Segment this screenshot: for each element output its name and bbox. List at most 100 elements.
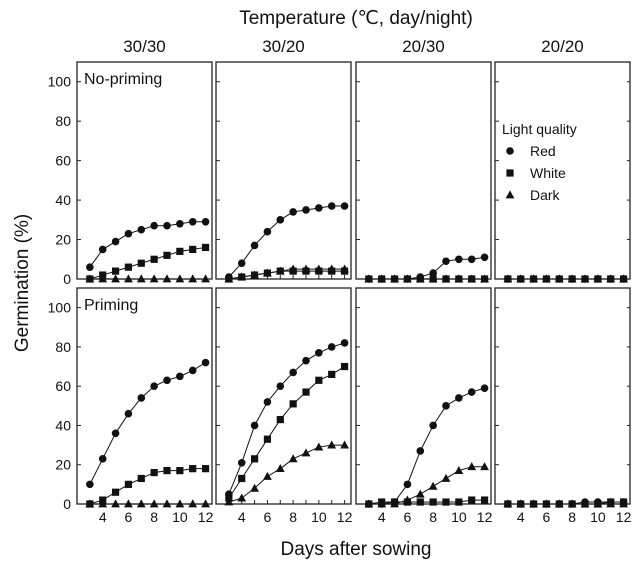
point-red — [111, 237, 120, 246]
point-red — [263, 398, 272, 406]
series-line-white — [89, 468, 206, 505]
point-white — [124, 480, 133, 488]
x-tick-label: 10 — [590, 509, 606, 525]
point-red — [467, 255, 476, 264]
point-white — [99, 271, 107, 279]
point-white — [163, 251, 171, 259]
point-white — [429, 498, 437, 506]
legend-marker-white — [506, 169, 514, 177]
point-red — [98, 245, 107, 254]
column-headers: 30/30 30/20 20/30 20/20 — [123, 37, 584, 56]
point-white — [137, 259, 145, 267]
point-white — [86, 500, 94, 508]
x-tick-label: 8 — [150, 509, 158, 525]
point-dark — [149, 499, 159, 508]
x-tick-label: 6 — [264, 509, 272, 525]
point-red — [315, 349, 323, 357]
point-white — [189, 245, 197, 254]
point-white — [416, 498, 424, 506]
point-red — [504, 500, 512, 508]
point-white — [176, 467, 184, 475]
panel-priming-20-30: 4 6 8 10 12 — [355, 287, 493, 525]
point-red — [529, 500, 538, 508]
series-line-red — [228, 342, 345, 495]
point-white — [263, 435, 272, 443]
point-dark — [428, 481, 438, 490]
point-red — [377, 500, 386, 508]
point-white — [468, 275, 476, 283]
point-red — [568, 275, 576, 283]
x-tick-label: 10 — [451, 509, 467, 525]
point-red — [188, 366, 197, 375]
point-white — [137, 474, 145, 483]
point-white — [480, 275, 489, 283]
point-red — [480, 384, 489, 392]
y-tick-label: 80 — [55, 113, 71, 129]
point-white — [201, 243, 210, 252]
x-tick-label: 12 — [337, 509, 353, 525]
point-red — [581, 275, 589, 283]
point-red — [225, 273, 233, 281]
point-white — [455, 498, 463, 506]
x-tick-label: 10 — [311, 509, 327, 525]
point-dark — [480, 462, 489, 471]
point-white — [315, 376, 323, 384]
point-red — [455, 394, 463, 402]
point-white — [225, 494, 233, 502]
point-red — [124, 409, 133, 418]
x-tick-label: 12 — [477, 509, 493, 525]
point-red — [416, 447, 425, 455]
panel-no-priming-20-20 — [494, 61, 631, 283]
point-dark — [288, 454, 298, 463]
point-red — [188, 217, 197, 226]
point-red — [542, 275, 551, 283]
point-red — [276, 216, 285, 224]
point-red — [365, 275, 373, 283]
series-line-red — [89, 362, 206, 485]
point-white — [340, 267, 349, 275]
x-tick-label: 4 — [238, 509, 246, 525]
y-tick-label: 20 — [55, 457, 71, 473]
panel-frame — [355, 61, 492, 280]
point-dark — [136, 499, 146, 508]
point-red — [568, 500, 576, 508]
point-white — [480, 496, 489, 504]
point-dark — [124, 274, 133, 283]
point-red — [390, 275, 399, 283]
series-line-red — [368, 387, 485, 505]
point-dark — [301, 448, 311, 457]
point-white — [328, 267, 336, 275]
point-red — [377, 275, 386, 283]
point-red — [429, 269, 437, 277]
point-white — [442, 498, 450, 506]
point-red — [137, 394, 146, 402]
x-tick-label: 4 — [378, 509, 386, 525]
point-white — [86, 275, 94, 283]
point-red — [390, 498, 399, 506]
panel-no-priming-30-30: 0 20 40 60 80 100 No-priming — [48, 61, 213, 287]
point-white — [455, 275, 463, 283]
panels: 0 20 40 60 80 100 No-priming 0 20 40 60 80 100 4 6 8 10 1… — [48, 61, 632, 525]
panel-frame — [215, 287, 352, 505]
point-red — [340, 339, 349, 347]
point-red — [250, 421, 259, 430]
point-red — [86, 263, 94, 271]
point-red — [150, 221, 158, 230]
point-red — [365, 500, 373, 508]
point-red — [263, 227, 272, 236]
y-tick-label: 100 — [48, 74, 72, 90]
panel-no-priming-30-20 — [215, 61, 352, 283]
point-white — [340, 362, 349, 371]
point-white — [315, 267, 323, 275]
point-red — [302, 356, 310, 365]
x-tick-label: 10 — [172, 509, 188, 525]
y-tick-label: 60 — [55, 378, 71, 394]
point-red — [594, 498, 602, 506]
x-tick-label: 12 — [616, 509, 632, 525]
point-dark — [415, 489, 425, 498]
point-red — [555, 500, 564, 508]
point-dark — [441, 473, 451, 482]
series-line-white — [228, 270, 345, 280]
point-red — [111, 429, 120, 438]
